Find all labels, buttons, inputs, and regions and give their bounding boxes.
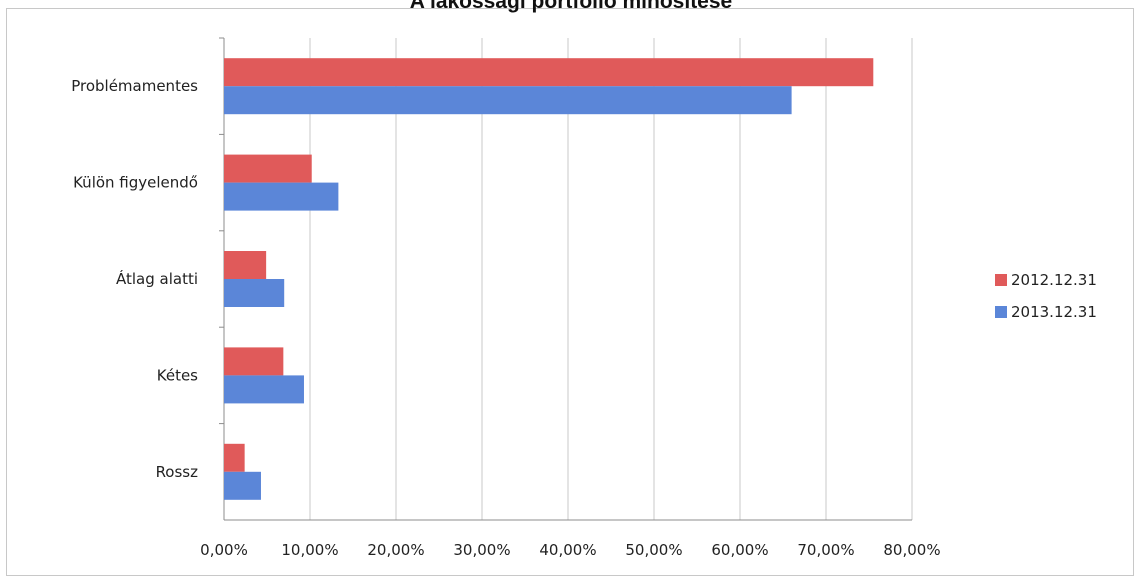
x-tick-label: 30,00%: [453, 541, 510, 559]
x-tick-label: 70,00%: [797, 541, 854, 559]
x-tick-label: 0,00%: [200, 541, 248, 559]
bar-2013.12.31: [224, 471, 261, 500]
bar-2013.12.31: [224, 182, 339, 211]
bar-2012.12.31: [224, 154, 312, 183]
legend-label: 2013.12.31: [1011, 303, 1097, 321]
legend-swatch: [995, 306, 1007, 318]
x-tick-label: 20,00%: [367, 541, 424, 559]
category-label: Kétes: [157, 366, 198, 384]
category-label: Külön figyelendő: [73, 174, 198, 192]
bar-2012.12.31: [224, 58, 874, 87]
bar-2013.12.31: [224, 375, 304, 404]
chart-title: A lakossági portfólió minősítése: [409, 0, 733, 13]
bar-2013.12.31: [224, 279, 285, 307]
category-label: Átlag alatti: [116, 269, 198, 288]
bar-2012.12.31: [224, 347, 284, 376]
x-tick-label: 50,00%: [625, 541, 682, 559]
category-label: Problémamentes: [71, 77, 198, 95]
x-tick-label: 10,00%: [281, 541, 338, 559]
bar-2012.12.31: [224, 443, 245, 472]
legend-label: 2012.12.31: [1011, 271, 1097, 289]
x-tick-label: 80,00%: [883, 541, 940, 559]
category-label: Rossz: [156, 463, 199, 481]
bar-2012.12.31: [224, 251, 267, 279]
bar-2013.12.31: [224, 86, 792, 115]
x-tick-label: 40,00%: [539, 541, 596, 559]
legend-swatch: [995, 274, 1007, 286]
x-tick-label: 60,00%: [711, 541, 768, 559]
